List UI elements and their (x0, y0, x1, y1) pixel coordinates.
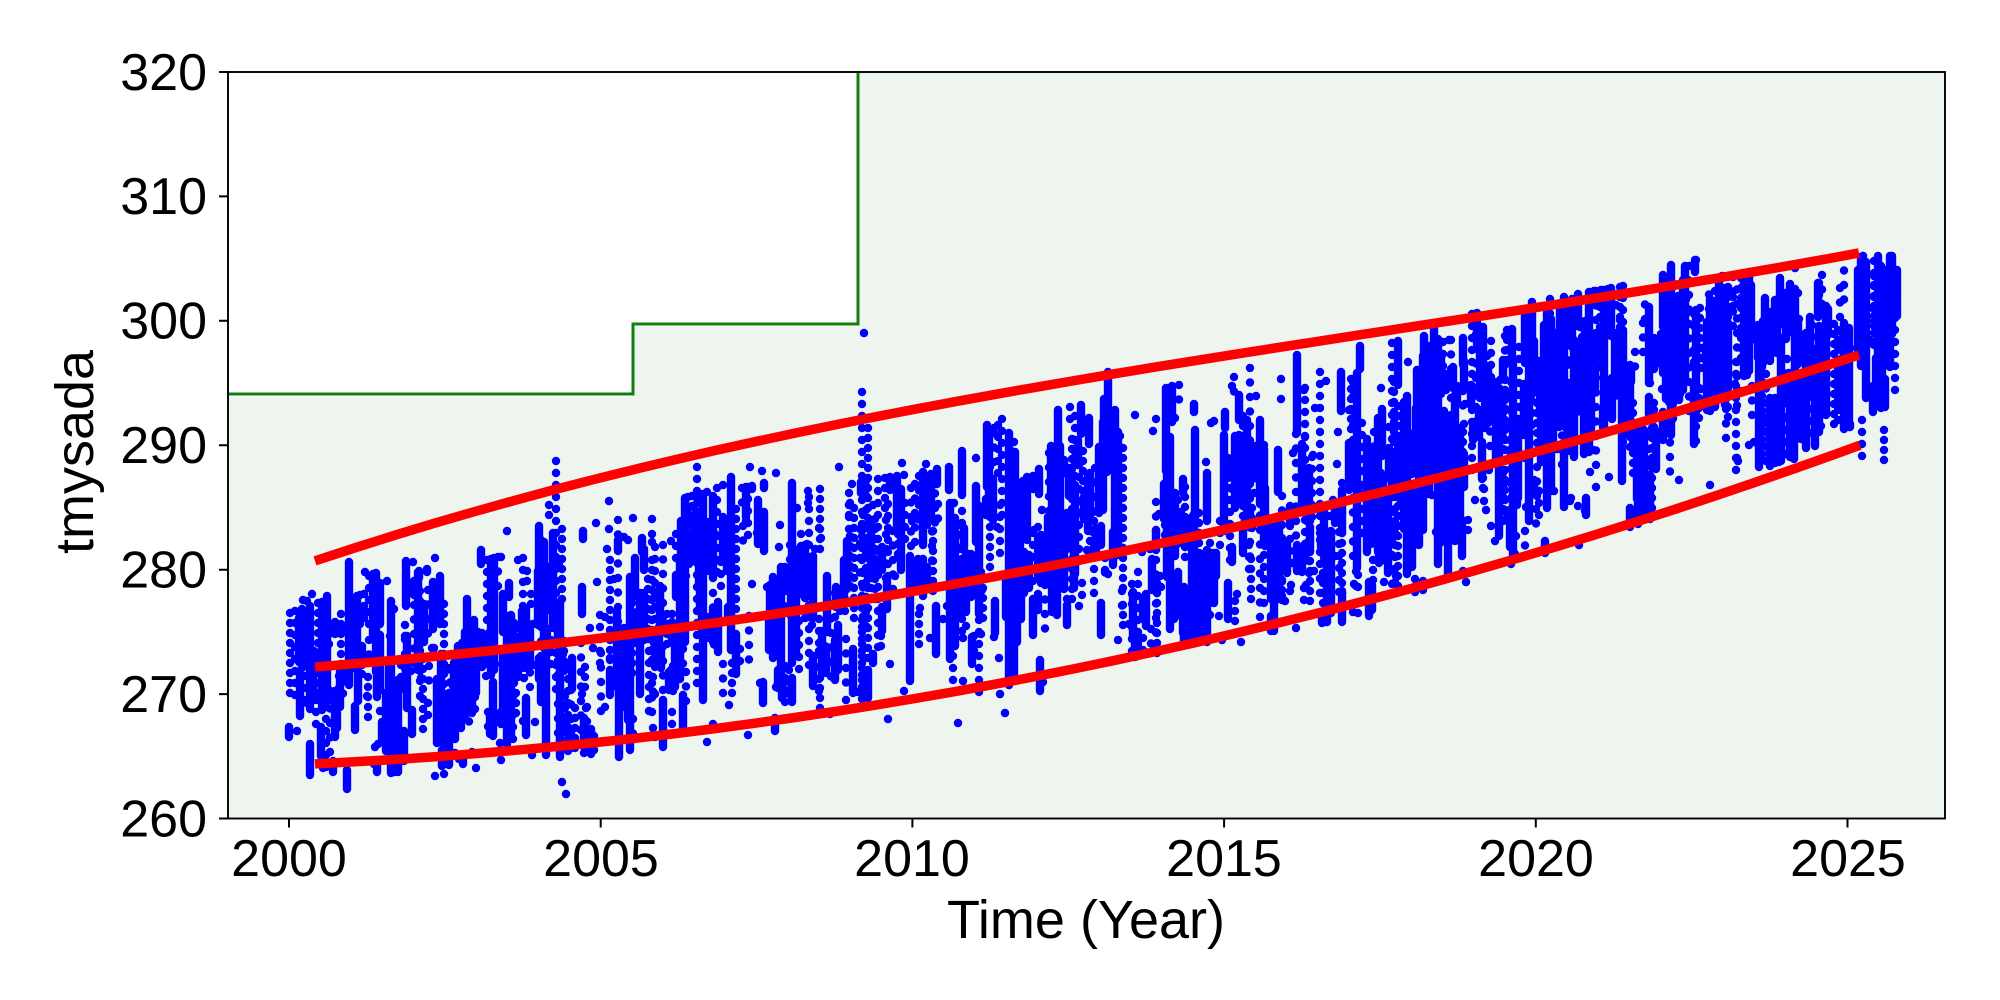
svg-text:tmysada: tmysada (45, 349, 105, 554)
svg-text:2025: 2025 (1790, 830, 1906, 888)
svg-text:260: 260 (120, 790, 207, 848)
svg-text:300: 300 (120, 293, 207, 351)
svg-text:270: 270 (120, 666, 207, 724)
svg-text:2020: 2020 (1478, 830, 1594, 888)
svg-text:2000: 2000 (231, 830, 347, 888)
svg-text:310: 310 (120, 168, 207, 226)
svg-text:2015: 2015 (1166, 830, 1282, 888)
svg-text:320: 320 (120, 44, 207, 102)
svg-text:2005: 2005 (543, 830, 659, 888)
svg-text:280: 280 (120, 542, 207, 600)
svg-text:2010: 2010 (854, 830, 970, 888)
svg-text:290: 290 (120, 417, 207, 475)
svg-text:Time (Year): Time (Year) (947, 890, 1225, 950)
